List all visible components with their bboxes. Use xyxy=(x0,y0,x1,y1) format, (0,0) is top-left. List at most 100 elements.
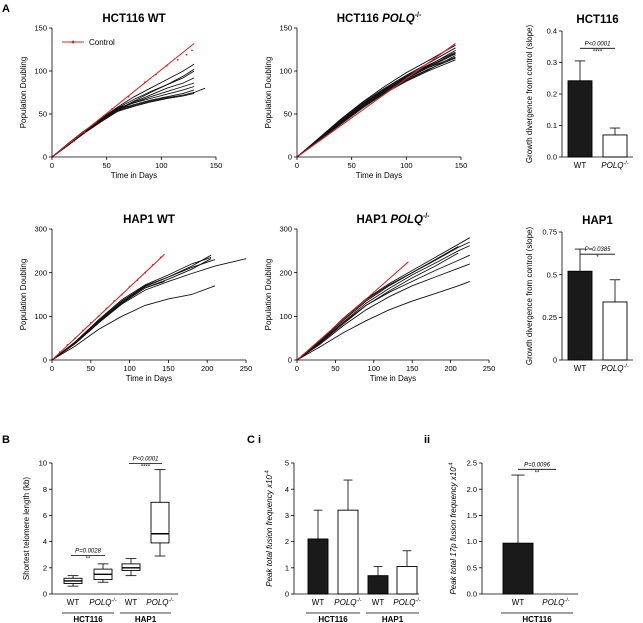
y-axis-title: Growth divergence from control (slope) xyxy=(525,227,534,366)
significance-p: P=0.0385 xyxy=(585,247,612,253)
y-tick-label: 0.0 xyxy=(547,153,557,162)
line-chart-hct-polq: HCT116 POLQ-/- 0 50 100 150 0 50 100 150 Time in … xyxy=(264,12,467,180)
series-line-8 xyxy=(296,56,456,158)
x-tick-label: 100 xyxy=(123,364,136,373)
category-label: WT xyxy=(574,364,587,373)
bar-2 xyxy=(337,509,359,595)
control-point xyxy=(165,64,168,67)
significance-stars: ** xyxy=(86,556,91,562)
series-line-8 xyxy=(51,259,216,361)
control-point xyxy=(105,307,108,310)
x-tick-label: 50 xyxy=(347,161,355,170)
chart-title: HAP1 xyxy=(582,215,613,227)
category-label: WT xyxy=(512,598,525,607)
x-tick-label: 250 xyxy=(483,364,496,373)
y-tick-label: 150 xyxy=(34,24,47,33)
category-label: WT xyxy=(125,598,138,607)
significance-p: P=0.0028 xyxy=(75,548,102,554)
chart-title: HCT116 WT xyxy=(102,13,165,25)
group-label: HAP1 xyxy=(382,615,404,623)
control-point xyxy=(120,293,123,296)
category-label-sup: -/- xyxy=(624,364,629,370)
control-point xyxy=(144,271,147,274)
panel-label-a: A xyxy=(2,3,10,15)
category-label: WT xyxy=(312,598,325,607)
y-tick-label: 0.5 xyxy=(467,563,477,572)
category-label-text: POLQ xyxy=(542,598,564,607)
chart-title: HCT116 xyxy=(576,14,618,26)
category-label-text: POLQ xyxy=(393,598,415,607)
group-label: HCT116 xyxy=(522,615,552,623)
control-line xyxy=(51,253,165,361)
series-line-7 xyxy=(296,280,470,361)
chart-title-base: HCT116 xyxy=(102,13,147,25)
significance-stars: **** xyxy=(141,465,151,471)
control-point xyxy=(159,256,162,259)
y-tick-label: 0 xyxy=(288,356,292,365)
category-label-text: POLQ xyxy=(601,364,623,373)
x-tick-label: 100 xyxy=(400,161,413,170)
control-point xyxy=(82,329,84,332)
bar-chart-fusion17p-bar: WT POLQ-/- 0.0 0.5 1.0 1.5 2.0 2.5 Peak total 17… xyxy=(449,459,578,623)
category-label-text: POLQ xyxy=(334,598,356,607)
y-tick-label: 0.4 xyxy=(547,27,557,36)
control-point xyxy=(89,321,92,324)
x-tick-label: 200 xyxy=(201,364,214,373)
control-point xyxy=(151,263,154,266)
y-tick-label: 200 xyxy=(34,268,47,277)
category-label-sup: -/- xyxy=(169,598,174,604)
category-label: POLQ-/- xyxy=(393,598,421,608)
control-point xyxy=(185,53,188,56)
y-axis-title: Population Doubling xyxy=(264,57,273,129)
bar-3 xyxy=(367,575,389,595)
y-axis-title-text: Peak total fusion frequency x10 xyxy=(265,475,274,587)
control-point xyxy=(66,343,69,346)
y-tick-label: 0.0 xyxy=(467,590,477,599)
y-tick-label: 4 xyxy=(43,537,47,546)
category-label: POLQ-/- xyxy=(542,598,570,608)
y-tick-label: 0.2 xyxy=(547,90,557,99)
control-line xyxy=(296,261,409,361)
category-label: WT xyxy=(67,598,80,607)
y-tick-label: 300 xyxy=(279,225,292,234)
y-tick-label: 50 xyxy=(39,110,47,119)
x-tick-label: 150 xyxy=(455,161,468,170)
line-chart-hap-polq: HAP1 POLQ-/- 0 100 200 300 0 50 100 150 200 250 Tim… xyxy=(264,213,495,383)
y-tick-label: 50 xyxy=(284,110,292,119)
category-label-sup: -/- xyxy=(624,161,629,167)
series-line-5 xyxy=(296,254,470,361)
category-label-sup: -/- xyxy=(357,598,362,604)
category-label-text: POLQ xyxy=(89,598,111,607)
category-label: POLQ-/- xyxy=(89,598,117,608)
bar-1 xyxy=(567,270,593,361)
chart-title: HCT116 POLQ-/- xyxy=(337,12,422,25)
control-point xyxy=(72,140,75,143)
y-tick-label: 0 xyxy=(43,590,47,599)
y-tick-label: 2 xyxy=(43,563,47,572)
series-line-10 xyxy=(296,57,456,158)
y-tick-label: 8 xyxy=(43,485,47,494)
legend-label: Control xyxy=(89,38,115,47)
y-tick-label: 300 xyxy=(34,225,47,234)
category-label-sup: -/- xyxy=(416,598,421,604)
series-line-3 xyxy=(51,256,212,361)
y-tick-label: 100 xyxy=(279,67,292,76)
y-tick-label: 6 xyxy=(43,511,47,520)
x-tick-label: 0 xyxy=(50,364,54,373)
series-line-7 xyxy=(51,92,195,158)
control-point xyxy=(111,107,114,110)
x-tick-label: 0 xyxy=(50,161,54,170)
x-tick-label: 150 xyxy=(210,161,223,170)
y-axis-title: Population Doubling xyxy=(264,259,273,331)
y-tick-label: 100 xyxy=(34,312,47,321)
y-tick-label: 0 xyxy=(553,356,557,365)
y-axis-title-text: Peak total 17p fusion frequency x10 xyxy=(449,467,458,595)
category-label-text: WT xyxy=(512,598,525,607)
series-line-6 xyxy=(51,258,247,361)
significance-stars: ** xyxy=(535,470,540,476)
chart-title-base: HAP1 xyxy=(356,214,390,226)
significance-p: P=0.0096 xyxy=(524,462,551,468)
chart-title: HAP1 POLQ-/- xyxy=(356,213,430,226)
